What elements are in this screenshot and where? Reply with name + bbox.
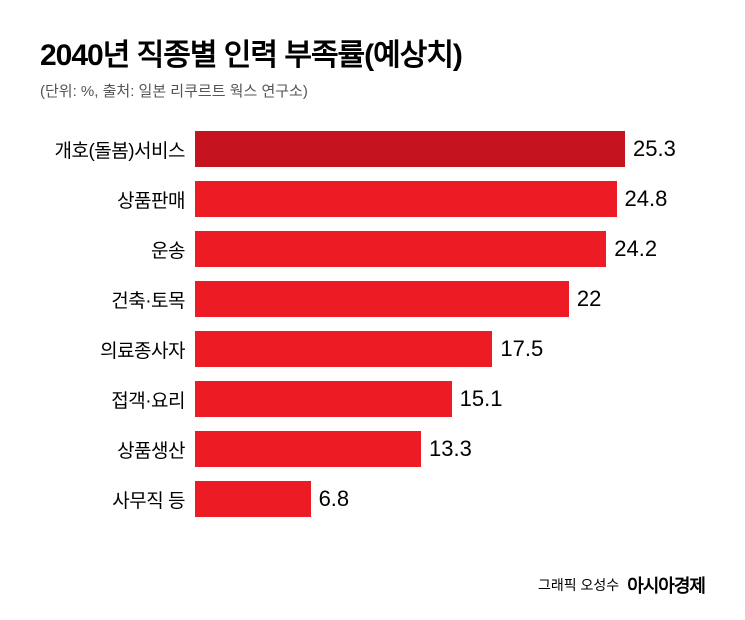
value-label: 24.8 (625, 186, 668, 212)
chart-row: 상품판매 24.8 (40, 181, 705, 217)
bar (195, 131, 625, 167)
bar-chart: 개호(돌봄)서비스 25.3 상품판매 24.8 운송 24.2 건축·토목 22 의료종사자 1… (40, 131, 705, 517)
value-label: 15.1 (460, 386, 503, 412)
chart-title: 2040년 직종별 인력 부족률(예상치) (40, 30, 705, 74)
footer-brand: 아시아경제 (627, 572, 705, 598)
value-label: 24.2 (614, 236, 657, 262)
bar (195, 381, 452, 417)
value-label: 13.3 (429, 436, 472, 462)
bar-wrap: 24.8 (195, 181, 705, 217)
bar-wrap: 22 (195, 281, 705, 317)
value-label: 6.8 (319, 486, 350, 512)
chart-row: 의료종사자 17.5 (40, 331, 705, 367)
bar (195, 431, 421, 467)
chart-subtitle: (단위: %, 출처: 일본 리쿠르트 웍스 연구소) (40, 80, 705, 101)
value-label: 25.3 (633, 136, 676, 162)
bar (195, 281, 569, 317)
value-label: 22 (577, 286, 601, 312)
category-label: 의료종사자 (40, 336, 195, 363)
bar (195, 231, 606, 267)
category-label: 건축·토목 (40, 286, 195, 313)
bar (195, 331, 492, 367)
chart-row: 운송 24.2 (40, 231, 705, 267)
chart-row: 접객·요리 15.1 (40, 381, 705, 417)
category-label: 상품생산 (40, 436, 195, 463)
category-label: 개호(돌봄)서비스 (40, 136, 195, 163)
bar-wrap: 15.1 (195, 381, 705, 417)
bar-wrap: 25.3 (195, 131, 705, 167)
category-label: 접객·요리 (40, 386, 195, 413)
chart-row: 사무직 등 6.8 (40, 481, 705, 517)
chart-row: 건축·토목 22 (40, 281, 705, 317)
chart-row: 상품생산 13.3 (40, 431, 705, 467)
bar-wrap: 13.3 (195, 431, 705, 467)
category-label: 운송 (40, 236, 195, 263)
footer-credit: 그래픽 오성수 (538, 575, 619, 595)
footer: 그래픽 오성수 아시아경제 (538, 572, 705, 598)
bar-wrap: 17.5 (195, 331, 705, 367)
bar (195, 181, 617, 217)
value-label: 17.5 (500, 336, 543, 362)
bar-wrap: 24.2 (195, 231, 705, 267)
bar-wrap: 6.8 (195, 481, 705, 517)
category-label: 상품판매 (40, 186, 195, 213)
category-label: 사무직 등 (40, 486, 195, 513)
chart-row: 개호(돌봄)서비스 25.3 (40, 131, 705, 167)
bar (195, 481, 311, 517)
